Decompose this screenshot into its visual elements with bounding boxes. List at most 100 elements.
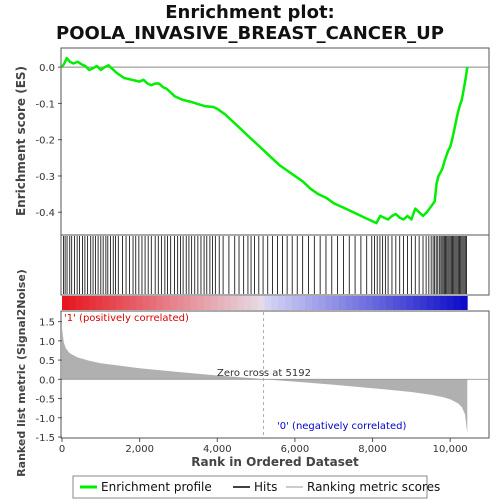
hits-panel-frame <box>60 234 490 296</box>
es-y-tick-label: -0.3 <box>35 172 55 183</box>
rank-colorbar-segment <box>190 296 198 310</box>
rank-colorbar-segment <box>170 296 178 310</box>
x-axis-label: Rank in Ordered Dataset <box>191 455 359 469</box>
x-tick-label: 6,000 <box>281 444 310 455</box>
metric-panel-frame <box>60 310 490 439</box>
rank-colorbar-segment <box>257 296 266 310</box>
rank-colorbar-segment <box>62 296 70 310</box>
rank-colorbar-segment <box>116 296 124 310</box>
rank-colorbar-segment <box>224 296 232 310</box>
rank-colorbar <box>62 296 468 310</box>
rank-colorbar-segment <box>149 296 157 310</box>
rank-colorbar-segment <box>237 296 245 310</box>
rank-colorbar-segment <box>264 296 272 310</box>
metric-y-axis-label: Ranked list metric (Signal2Noise) <box>15 269 28 477</box>
rank-colorbar-segment <box>446 296 455 310</box>
rank-colorbar-segment <box>68 296 76 310</box>
rank-colorbar-segment <box>399 296 407 310</box>
rank-colorbar-segment <box>210 296 218 310</box>
rank-colorbar-segment <box>453 296 461 310</box>
rank-colorbar-segment <box>143 296 151 310</box>
rank-colorbar-segment <box>440 296 448 310</box>
es-y-tick-label: -0.4 <box>35 208 55 219</box>
rank-colorbar-segment <box>136 296 144 310</box>
rank-colorbar-segment <box>197 296 205 310</box>
rank-colorbar-segment <box>426 296 434 310</box>
rank-colorbar-segment <box>284 296 293 310</box>
rank-colorbar-segment <box>325 296 333 310</box>
rank-colorbar-segment <box>338 296 347 310</box>
legend-label-enrichment-profile: Enrichment profile <box>101 480 212 494</box>
rank-colorbar-segment <box>251 296 259 310</box>
rank-colorbar-segment <box>413 296 421 310</box>
rank-colorbar-segment <box>278 296 286 310</box>
rank-colorbar-segment <box>122 296 130 310</box>
es-panel: 0.0 -0.1 -0.2 -0.3 -0.4 <box>35 56 489 225</box>
rank-colorbar-segment <box>359 296 367 310</box>
rank-colorbar-segment <box>379 296 387 310</box>
es-y-tick-label: -0.1 <box>35 99 55 110</box>
x-tick-label: 2,000 <box>125 444 154 455</box>
x-tick-label: 10,000 <box>433 444 468 455</box>
es-y-tick-label: -0.2 <box>35 136 55 147</box>
rank-colorbar-segment <box>102 296 110 310</box>
rank-colorbar-segment <box>392 296 401 310</box>
rank-colorbar-segment <box>176 296 184 310</box>
rank-colorbar-segment <box>244 296 252 310</box>
rank-colorbar-segment <box>345 296 353 310</box>
x-tick-label: 8,000 <box>358 444 387 455</box>
legend-label-ranking-metric: Ranking metric scores <box>307 480 440 494</box>
metric-y-tick-label: -1.5 <box>35 433 55 444</box>
x-axis: 0 2,000 4,000 6,000 8,000 10,000 <box>59 438 468 455</box>
rank-colorbar-segment <box>460 296 468 310</box>
rank-colorbar-segment <box>183 296 191 310</box>
rank-colorbar-segment <box>75 296 83 310</box>
rank-colorbar-segment <box>156 296 164 310</box>
x-tick-label: 4,000 <box>203 444 232 455</box>
es-y-axis-label: Enrichment score (ES) <box>14 66 28 216</box>
rank-colorbar-segment <box>217 296 225 310</box>
metric-y-tick-label: -1.0 <box>35 414 55 425</box>
metric-y-tick-label: -0.5 <box>35 395 55 406</box>
es-y-tick-label: 0.0 <box>39 63 55 74</box>
rank-colorbar-segment <box>365 296 374 310</box>
enrichment-profile-line <box>60 56 469 225</box>
x-tick-label: 0 <box>59 444 65 455</box>
rank-colorbar-segment <box>89 296 97 310</box>
rank-colorbar-segment <box>352 296 360 310</box>
negative-correlation-label: '0' (negatively correlated) <box>277 421 406 432</box>
rank-colorbar-segment <box>386 296 394 310</box>
metric-y-tick-label: 1.0 <box>39 337 55 348</box>
hits-panel <box>63 236 467 294</box>
metric-y-tick-label: 0.0 <box>39 375 55 386</box>
rank-colorbar-segment <box>318 296 326 310</box>
rank-colorbar-segment <box>291 296 299 310</box>
rank-colorbar-segment <box>230 296 239 310</box>
rank-colorbar-segment <box>433 296 441 310</box>
rank-colorbar-segment <box>406 296 414 310</box>
rank-colorbar-segment <box>419 296 428 310</box>
zero-cross-label: Zero cross at 5192 <box>217 368 311 379</box>
rank-colorbar-segment <box>82 296 90 310</box>
metric-y-tick-label: 1.5 <box>39 318 55 329</box>
legend-label-hits: Hits <box>254 480 277 494</box>
rank-colorbar-segment <box>298 296 306 310</box>
ranking-metric-area <box>62 327 468 434</box>
rank-colorbar-segment <box>271 296 279 310</box>
rank-colorbar-segment <box>109 296 117 310</box>
chart-title: Enrichment plot: <box>165 2 335 23</box>
rank-colorbar-segment <box>372 296 380 310</box>
metric-panel: 1.5 1.0 0.5 0.0 -0.5 -1.0 -1.5 <box>35 312 489 444</box>
rank-colorbar-segment <box>163 296 171 310</box>
rank-colorbar-segment <box>311 296 320 310</box>
metric-y-tick-label: 0.5 <box>39 356 55 367</box>
positive-correlation-label: '1' (positively correlated) <box>64 313 189 324</box>
chart-subtitle: POOLA_INVASIVE_BREAST_CANCER_UP <box>56 23 444 44</box>
rank-colorbar-segment <box>95 296 103 310</box>
rank-colorbar-segment <box>203 296 211 310</box>
es-panel-frame <box>60 47 490 236</box>
rank-colorbar-segment <box>332 296 340 310</box>
rank-colorbar-segment <box>129 296 137 310</box>
rank-colorbar-segment <box>305 296 313 310</box>
